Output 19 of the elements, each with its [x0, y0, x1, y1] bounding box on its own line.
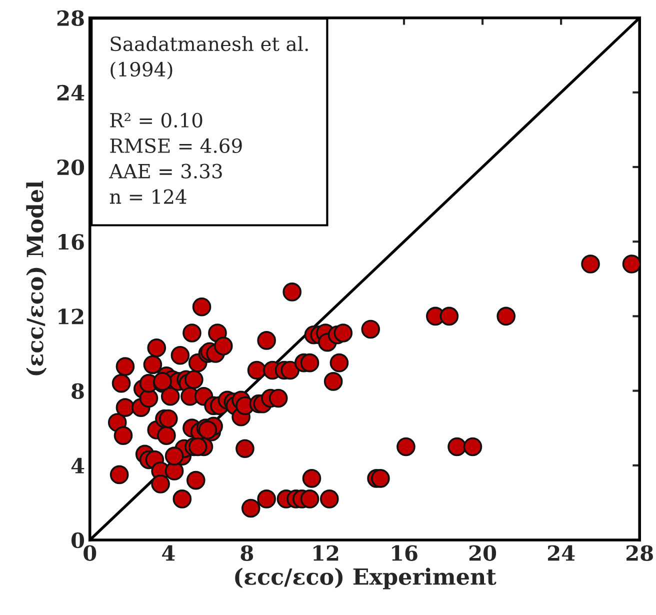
y-tick-label: 12 [58, 308, 84, 324]
y-tick-label: 28 [57, 10, 84, 26]
text: Saadatmanesh et al. (1994) R² = 0.10 RMSE = 4.69 AAE = 3.33 n = 124 [108, 36, 308, 204]
y-tick-label: 16 [58, 234, 84, 250]
x-tick-label: 0 [84, 545, 96, 561]
x-axis-title: (εcc/εco) Experiment [235, 568, 496, 590]
x-tick-label: 16 [392, 545, 418, 561]
y-tick-label: 0 [71, 532, 84, 548]
x-tick-label: 28 [626, 545, 653, 561]
y-tick-label: 24 [57, 84, 84, 100]
y-tick-label: 8 [72, 383, 84, 399]
x-tick-label: 8 [240, 545, 254, 561]
x-tick-label: 20 [469, 545, 496, 561]
x-tick-label: 4 [162, 545, 175, 561]
y-tick-label: 4 [71, 458, 84, 474]
y-tick-label: 20 [57, 159, 84, 176]
x-tick-label: 24 [548, 545, 575, 561]
x-tick-label: 12 [314, 545, 338, 561]
y-axis-title: (εcc/εco) Model [26, 181, 47, 376]
